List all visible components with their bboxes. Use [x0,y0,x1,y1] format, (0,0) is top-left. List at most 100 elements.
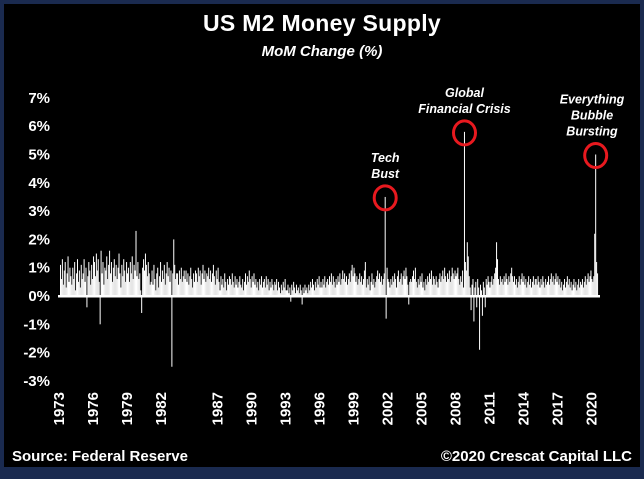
chart-subtitle: MoM Change (%) [261,43,383,60]
bar [78,270,80,296]
bar [479,296,481,350]
bar [594,233,596,296]
bar [89,270,91,296]
chart-title: US M2 Money Supply [203,10,441,36]
bar [332,276,334,296]
bar [563,284,565,296]
bar [536,284,538,296]
bar [211,273,213,296]
bar [489,287,491,296]
bar [422,287,424,296]
bar [226,290,228,296]
bar [67,256,69,296]
annotation-circle [372,184,398,212]
bar [71,284,73,296]
bar [353,267,355,296]
bar [562,290,564,296]
bar [356,276,358,296]
bar [497,279,499,296]
bar [105,270,107,296]
bar [458,279,460,296]
bar [400,273,402,296]
bar [301,296,303,305]
bar [232,281,234,296]
bar [276,279,278,296]
bar [579,287,581,296]
bar [421,273,423,296]
bar [447,279,449,296]
bar [355,281,357,296]
bar [388,281,390,296]
bar [329,276,330,296]
bar [349,281,351,296]
bar [143,259,145,296]
bar [451,267,453,296]
bar [406,276,408,296]
bar [433,279,435,296]
bar [438,279,440,296]
bar [537,276,539,296]
bar [580,281,582,296]
bar [188,284,190,296]
bar [506,279,508,296]
bar [163,264,165,296]
bar [513,281,515,296]
x-tick-label: 2008 [447,392,464,425]
bar [500,281,502,296]
bar [496,242,498,296]
y-tick-label: 2% [28,231,50,248]
bar [245,284,247,296]
bar [597,273,599,296]
bar [595,154,597,296]
bar [295,284,297,296]
bar [154,279,156,296]
bar [319,287,321,296]
bar [245,273,246,296]
bar [550,273,552,296]
bar [365,287,367,296]
bar [139,273,141,296]
bar [463,287,465,296]
bar [296,290,298,296]
bar [558,284,560,296]
bar [264,287,266,296]
bar [472,279,474,296]
bar [547,281,549,296]
bar [278,287,280,296]
bar [122,276,124,296]
bar [269,281,271,296]
bar [547,276,549,296]
bar [291,284,293,296]
bar [445,276,447,296]
x-tick-label: 2014 [515,391,532,425]
bar [401,284,403,296]
bar [129,262,131,296]
bar [295,293,297,296]
copyright-label: ©2020 Crescat Capital LLC [440,448,632,465]
bar [285,290,287,296]
annotation-line: Global [445,86,484,100]
bar [426,284,428,296]
bar [586,279,588,296]
bar [155,290,157,296]
bar [358,279,360,296]
bar [393,281,395,296]
bar [483,287,485,296]
bar [322,279,324,296]
bar [440,281,442,296]
bar [462,270,464,296]
bar [248,270,250,296]
bar [166,262,168,296]
annotation-line: Bubble [571,109,613,123]
bar [450,276,452,296]
bar [302,287,304,296]
bar [414,267,416,296]
bar [182,276,184,296]
bar [117,267,119,296]
bar [327,279,329,296]
bar [63,270,65,296]
bar [554,279,556,296]
bar [527,281,529,296]
bar [565,281,567,296]
bar [531,281,533,296]
